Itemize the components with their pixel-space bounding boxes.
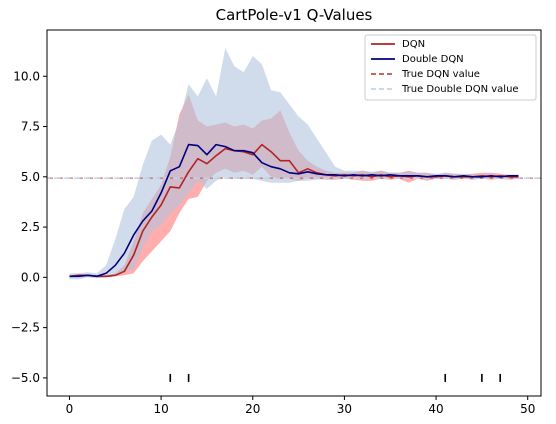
legend-label-dqn: DQN: [402, 39, 425, 50]
y-tick-label: 7.5: [21, 120, 40, 134]
axis-ticks: 0 10 20 30 40 50 −5.0 −2.5 0.0 2.5 5.0 7.5 10.0: [11, 69, 535, 416]
legend-label-true-dqn: True DQN value: [401, 69, 480, 80]
y-tick-label: −5.0: [11, 371, 40, 385]
x-tick-label: 50: [520, 402, 535, 416]
legend-label-double-dqn: Double DQN: [402, 54, 464, 65]
chart-title: CartPole-v1 Q-Values: [216, 6, 373, 24]
y-tick-label: 10.0: [13, 69, 40, 83]
x-tick-label: 10: [153, 402, 168, 416]
legend: DQN Double DQN True DQN value True Doubl…: [364, 34, 537, 101]
y-tick-label: 2.5: [21, 220, 40, 234]
double-dqn-confidence-band: [69, 48, 519, 280]
x-tick-label: 20: [245, 402, 260, 416]
legend-label-true-double-dqn: True Double DQN value: [401, 84, 519, 95]
legend-box: [364, 34, 537, 101]
x-tick-label: 40: [428, 402, 443, 416]
axes-frame: [46, 29, 542, 397]
plot-area: [47, 48, 541, 382]
y-tick-label: 5.0: [21, 170, 40, 184]
x-tick-label: 30: [337, 402, 352, 416]
double-dqn-mean-line: [69, 143, 519, 278]
x-tick-label: 0: [66, 402, 74, 416]
y-tick-label: 0.0: [21, 270, 40, 284]
y-tick-label: −2.5: [11, 321, 40, 335]
